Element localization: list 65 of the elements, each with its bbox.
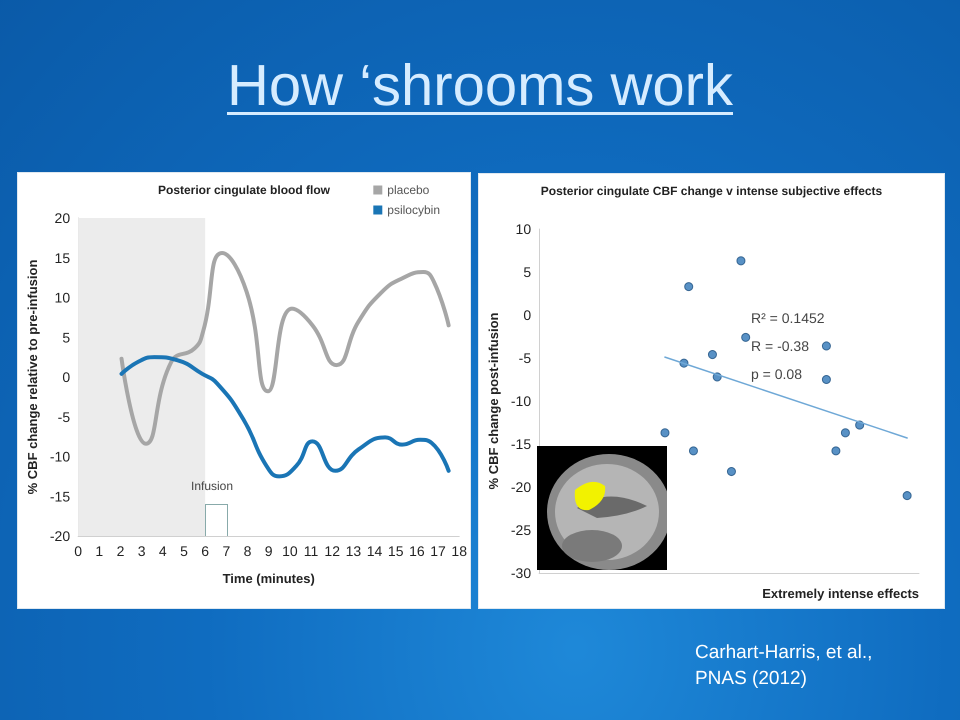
- y-tick-label: -15: [510, 436, 532, 452]
- line-series: [120, 355, 451, 478]
- chart-title: Posterior cingulate blood flow: [158, 183, 331, 197]
- y-tick-label: -25: [510, 522, 532, 538]
- x-tick-label: 10: [282, 543, 298, 559]
- point: [902, 491, 912, 500]
- point: [831, 446, 840, 456]
- x-tick-label: 12: [324, 543, 340, 559]
- y-axis-title: % CBF change post-infusion: [486, 312, 501, 490]
- y-tick-label: 5: [523, 264, 532, 280]
- y-axis-title: % CBF change relative to pre-infusion: [25, 260, 40, 494]
- x-tick-label: 6: [201, 543, 210, 559]
- x-tick-label: 18: [451, 543, 468, 559]
- y-tick-label: -10: [50, 448, 70, 464]
- x-tick-label: 16: [409, 543, 425, 559]
- x-axis-title: Time (minutes): [222, 571, 315, 586]
- x-tick-label: 13: [346, 543, 362, 559]
- x-tick-label: 14: [366, 543, 383, 559]
- point: [822, 341, 831, 350]
- y-tick-label: 10: [516, 221, 532, 237]
- chart-title: Posterior cingulate CBF change v intense subjective effects: [540, 184, 883, 198]
- text: How ‘shrooms work: [226, 52, 734, 119]
- x-tick-label: 4: [158, 543, 167, 559]
- point: [684, 282, 694, 292]
- y-tick-label: -20: [510, 479, 532, 495]
- legend-label: psilocybin: [387, 203, 440, 217]
- y-tick-label: 0: [62, 369, 70, 385]
- x-tick-label: 17: [430, 543, 446, 559]
- y-tick-label: -5: [518, 350, 532, 366]
- x-tick-label: 1: [95, 543, 104, 559]
- x-tick-label: 2: [116, 543, 125, 559]
- y-tick-label: -15: [50, 488, 70, 504]
- y-tick-label: 10: [54, 290, 70, 306]
- annotation: Infusion: [191, 479, 234, 493]
- point: [708, 350, 717, 360]
- x-tick-label: 3: [138, 543, 146, 559]
- point: [736, 256, 746, 266]
- y-tick-label: -30: [510, 565, 532, 581]
- point: [741, 332, 750, 342]
- y-tick-label: -5: [58, 408, 70, 425]
- x-axis-title: Extremely intense effects: [762, 586, 919, 601]
- y-tick-label: -20: [50, 528, 70, 544]
- y-tick-label: 15: [54, 250, 70, 266]
- line-series: [120, 250, 451, 446]
- x-tick-label: 8: [244, 543, 252, 559]
- y-tick-label: -10: [510, 393, 532, 409]
- x-tick-label: 11: [304, 543, 318, 559]
- x-tick-label: 7: [222, 543, 230, 559]
- y-tick-label: 0: [523, 307, 532, 323]
- annotation: R = -0.38: [751, 338, 809, 354]
- x-tick-label: 5: [180, 543, 188, 559]
- annotation: R² = 0.1452: [751, 310, 825, 326]
- x-tick-label: 15: [388, 543, 404, 559]
- point: [840, 428, 850, 438]
- x-tick-label: 0: [74, 543, 82, 559]
- annotation: p = 0.08: [751, 366, 802, 382]
- y-tick-label: 20: [54, 210, 70, 226]
- point: [660, 428, 670, 438]
- legend-label: placebo: [387, 183, 430, 197]
- point: [688, 446, 698, 456]
- y-tick-label: 5: [62, 329, 70, 346]
- text: Carhart-Harris, et al., PNAS (2012): [695, 641, 872, 691]
- point: [822, 375, 831, 384]
- x-tick-label: 9: [264, 543, 273, 559]
- point: [726, 467, 736, 476]
